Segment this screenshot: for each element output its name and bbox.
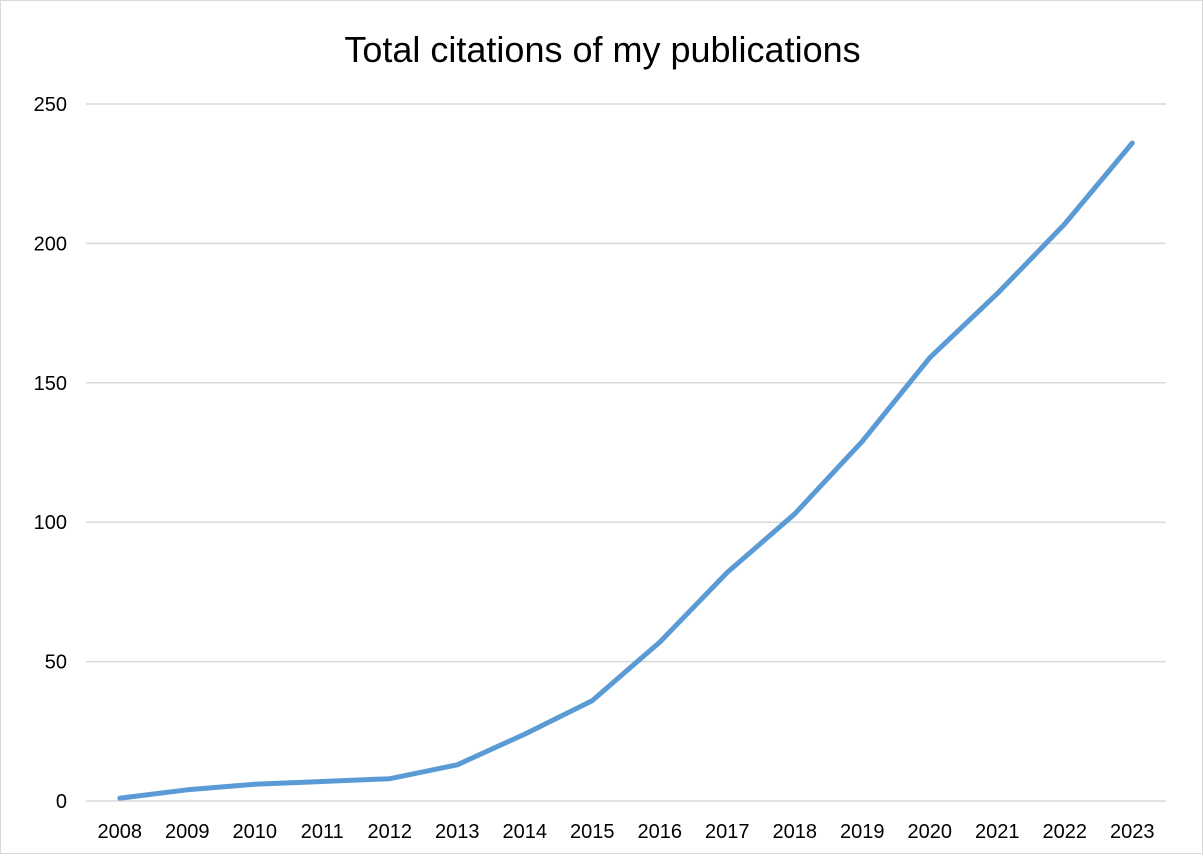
data-point	[455, 762, 460, 767]
x-tick-label: 2022	[1043, 821, 1088, 843]
data-point	[792, 511, 797, 516]
x-tick-label: 2009	[165, 821, 210, 843]
x-tick-label: 2021	[975, 821, 1020, 843]
x-tick-label: 2012	[368, 821, 413, 843]
x-tick-label: 2019	[840, 821, 885, 843]
data-point	[590, 698, 595, 703]
x-tick-label: 2016	[638, 821, 683, 843]
y-tick-label: 250	[34, 94, 67, 116]
data-point	[185, 787, 190, 792]
x-tick-label: 2011	[301, 821, 344, 843]
data-point	[252, 782, 257, 787]
x-tick-label: 2018	[773, 821, 818, 843]
y-tick-label: 200	[34, 233, 67, 255]
data-point	[117, 796, 122, 801]
data-point	[522, 732, 527, 737]
data-point	[725, 570, 730, 575]
gridlines	[86, 103, 1166, 802]
y-tick-label: 150	[34, 373, 67, 395]
y-axis-ticks: 0 50 100 150 200 250	[34, 94, 67, 813]
x-tick-label: 2010	[233, 821, 278, 843]
data-point	[927, 355, 932, 360]
data-point	[1130, 141, 1135, 146]
x-tick-label: 2008	[98, 821, 143, 843]
x-axis-ticks: 2008 2009 2010 2011 2012 2013 2014 2015 2016 2017…	[98, 821, 1155, 843]
data-point	[995, 291, 1000, 296]
series-group	[117, 140, 1135, 801]
data-point	[320, 779, 325, 784]
y-tick-label: 0	[56, 791, 67, 813]
chart-title: Total citations of my publications	[344, 29, 861, 70]
x-tick-label: 2023	[1110, 821, 1155, 843]
x-tick-label: 2013	[435, 821, 480, 843]
data-point	[860, 439, 865, 444]
y-tick-label: 100	[34, 512, 67, 534]
x-tick-label: 2014	[503, 821, 548, 843]
x-tick-label: 2020	[908, 821, 953, 843]
data-point	[657, 640, 662, 645]
x-tick-label: 2017	[705, 821, 750, 843]
x-tick-label: 2015	[570, 821, 615, 843]
data-point	[387, 776, 392, 781]
series-line	[117, 140, 1135, 801]
data-point	[1062, 221, 1067, 226]
y-tick-label: 50	[45, 652, 67, 674]
